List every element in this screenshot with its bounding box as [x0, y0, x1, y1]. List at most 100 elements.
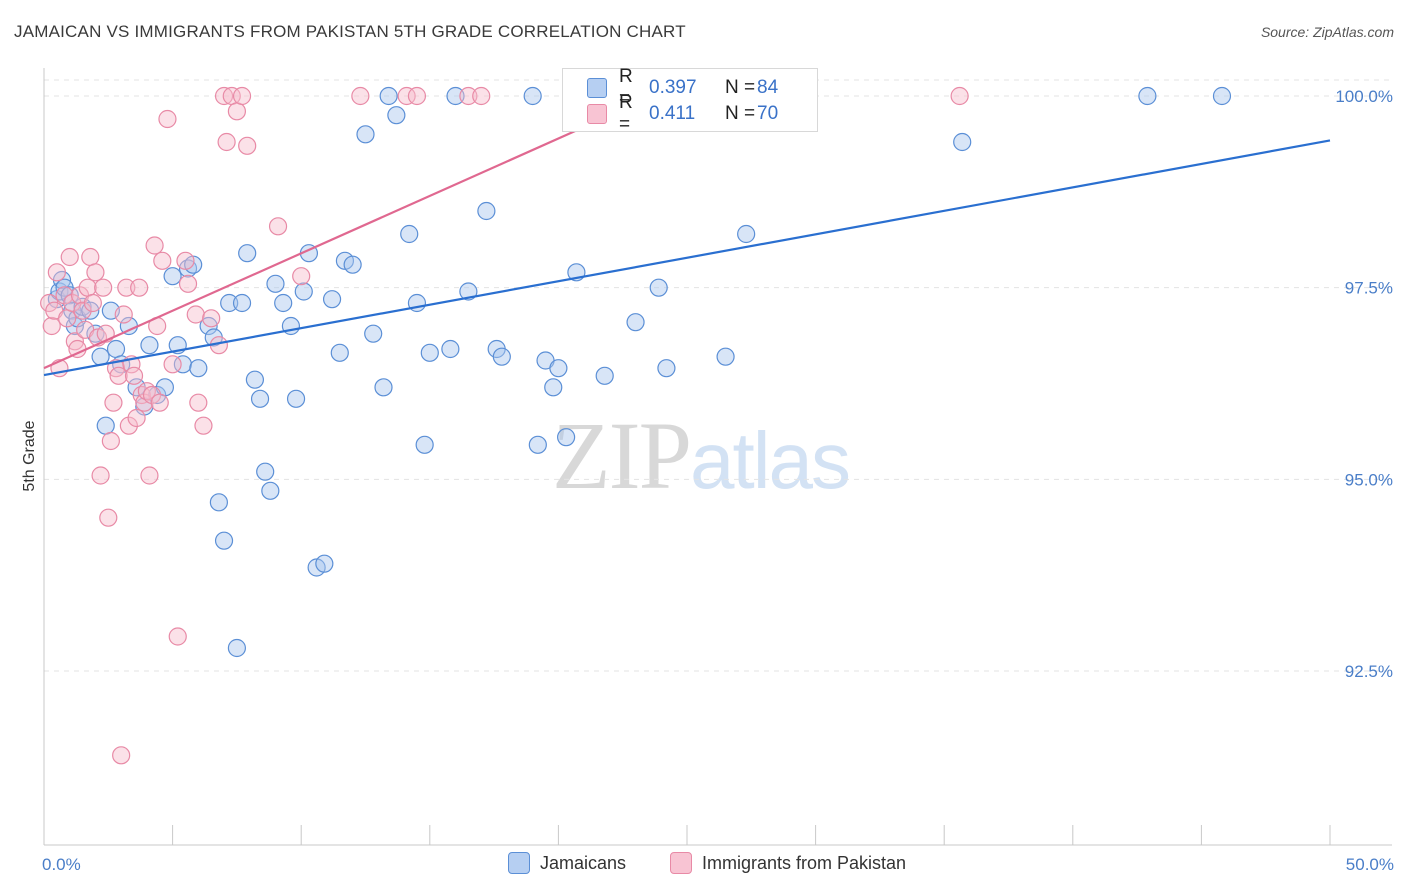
legend-n-label: N =	[725, 77, 756, 98]
jamaican-point	[356, 125, 375, 144]
pakistan-point	[145, 236, 164, 255]
pakistan-point	[101, 431, 120, 451]
pakistan-point	[459, 86, 478, 106]
watermark-atlas: atlas	[690, 416, 851, 505]
pakistan-point	[158, 109, 177, 129]
pakistan-trend-line	[43, 94, 655, 370]
source-credit: Source: ZipAtlas.com	[1260, 24, 1394, 40]
jamaican-point	[446, 86, 465, 106]
pakistan-point	[950, 86, 969, 106]
y-tick-label: 95.0%	[1345, 470, 1393, 489]
jamaican-point	[322, 290, 342, 309]
pakistan-point	[135, 393, 154, 412]
pakistan-point	[91, 466, 110, 485]
jamaican-point	[106, 339, 126, 359]
jamaican-point	[737, 224, 756, 244]
pakistan-point	[292, 267, 311, 286]
pakistan-point	[130, 278, 149, 297]
jamaican-point	[238, 244, 257, 263]
pakistan-point	[117, 278, 136, 297]
jamaican-point	[415, 435, 434, 454]
jamaican-point	[1212, 86, 1232, 106]
jamaican-point	[163, 267, 182, 286]
pakistan-point	[189, 393, 208, 412]
legend-swatch-blue	[587, 78, 607, 98]
jamaican-point	[227, 638, 246, 658]
jamaican-point	[261, 481, 280, 500]
legend-r-label: R =	[619, 66, 633, 109]
jamaican-point	[1138, 86, 1157, 106]
jamaican-point	[400, 224, 419, 244]
jamaican-point	[441, 339, 460, 359]
jamaican-point	[315, 554, 334, 573]
legend-n-value: 70	[757, 103, 779, 124]
pakistan-point	[58, 309, 77, 328]
pakistan-point	[268, 217, 288, 236]
series-legend: Jamaicans Immigrants from Pakistan	[0, 852, 1406, 876]
jamaican-point	[140, 336, 159, 355]
jamaican-point	[220, 293, 239, 313]
pakistan-point	[407, 86, 427, 106]
pakistan-point	[104, 393, 123, 412]
legend-item-pakistan[interactable]: Immigrants from Pakistan	[670, 852, 906, 874]
legend-r-value: 0.411	[649, 103, 696, 124]
legend-item-jamaicans[interactable]: Jamaicans	[508, 852, 626, 874]
jamaican-point	[245, 370, 265, 389]
legend-swatch-pink	[587, 104, 607, 124]
pakistan-point	[186, 305, 205, 324]
x-tick-label: 50.0%	[1346, 855, 1394, 874]
legend-n-label: N =	[725, 103, 756, 124]
jamaican-point	[523, 86, 542, 106]
pakistan-point	[127, 408, 146, 428]
jamaican-point	[595, 366, 614, 385]
pakistan-point	[178, 274, 198, 293]
jamaican-point	[549, 359, 568, 378]
legend-r-label: R =	[619, 92, 633, 135]
jamaican-point	[626, 313, 645, 332]
jamaican-point	[256, 462, 275, 481]
watermark: ZIPatlas	[552, 400, 851, 511]
pakistan-point	[238, 136, 257, 155]
pakistan-point	[119, 416, 138, 435]
stats-legend: R = 0.397 N = 84 R = 0.411 N = 70	[562, 66, 818, 135]
jamaican-point	[492, 347, 511, 366]
pakistan-point	[214, 86, 234, 106]
jamaican-point	[214, 531, 234, 550]
jamaican-point	[189, 359, 208, 378]
pakistan-point	[227, 102, 246, 121]
jamaican-point	[420, 343, 439, 362]
pakistan-point	[55, 286, 74, 305]
pakistan-point	[168, 627, 187, 646]
pakistan-point	[112, 746, 131, 765]
pakistan-point	[114, 305, 133, 324]
jamaican-point	[953, 132, 972, 152]
axes	[43, 68, 1392, 846]
jamaican-point	[274, 293, 293, 313]
pakistan-point	[142, 385, 162, 405]
pakistan-point	[397, 86, 416, 106]
pakistan-point	[217, 132, 236, 152]
trend-lines	[43, 94, 1331, 377]
pakistan-point	[472, 86, 491, 106]
pakistan-point	[176, 251, 195, 270]
pakistan-point	[47, 263, 66, 282]
y-tick-label: 97.5%	[1345, 279, 1393, 298]
legend-r-value: 0.397	[649, 77, 697, 98]
jamaican-point	[343, 255, 362, 274]
pakistan-point	[150, 393, 169, 412]
jamaican-point	[286, 389, 306, 408]
y-tick-label: 100.0%	[1335, 87, 1393, 106]
pakistan-point	[63, 293, 82, 313]
y-axis-title: 5th Grade	[21, 420, 38, 491]
jamaican-point	[528, 435, 547, 454]
jamaican-point	[544, 378, 563, 397]
pakistan-point	[140, 466, 159, 485]
legend-row-jamaicans: R = 0.397 N = 84	[587, 66, 778, 109]
pakistan-point	[94, 278, 113, 297]
pakistan-point	[86, 263, 105, 282]
jamaican-point	[294, 282, 313, 301]
jamaican-point	[657, 359, 676, 378]
data-points	[40, 86, 1232, 765]
pakistan-point	[232, 86, 252, 106]
